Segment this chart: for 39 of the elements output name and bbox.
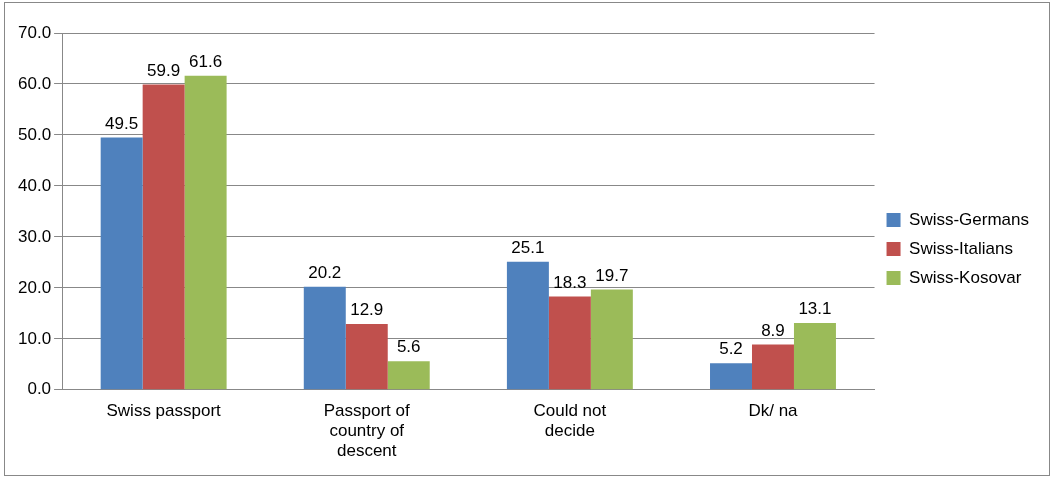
legend-label: Swiss-Germans <box>909 209 1030 229</box>
bar <box>548 296 591 390</box>
legend-label: Swiss-Kosovar <box>909 267 1022 287</box>
bar <box>793 323 836 390</box>
y-tick-label: 40.0 <box>17 175 52 195</box>
legend-label: Swiss-Italians <box>909 238 1013 258</box>
bar <box>142 84 185 390</box>
data-label: 59.9 <box>147 60 181 80</box>
bar <box>100 137 143 390</box>
bar <box>751 344 794 390</box>
data-label: 25.1 <box>511 238 545 258</box>
bar <box>506 261 549 390</box>
data-label: 18.3 <box>553 272 587 292</box>
y-tick-label: 50.0 <box>17 124 52 144</box>
data-label: 19.7 <box>595 265 629 285</box>
x-tick-label: Swiss passport <box>106 400 222 420</box>
x-tick-label: Passport of country of descent <box>323 400 411 461</box>
x-tick-label: Could not decide <box>533 400 607 441</box>
x-tick-label: Dk/ na <box>748 400 799 420</box>
bar <box>590 289 633 390</box>
bar <box>345 324 388 390</box>
bar <box>710 363 752 390</box>
y-tick-label: 20.0 <box>17 277 52 297</box>
data-label: 5.2 <box>719 339 743 359</box>
y-tick-label: 60.0 <box>17 73 52 93</box>
bar <box>387 361 430 390</box>
bar <box>184 75 227 390</box>
y-tick-label: 10.0 <box>17 328 52 348</box>
bar <box>303 286 346 390</box>
data-label: 5.6 <box>396 337 421 357</box>
data-label: 20.2 <box>308 263 342 283</box>
y-tick-label: 30.0 <box>17 226 52 246</box>
data-label: 49.5 <box>105 113 139 133</box>
y-tick-label: 70.0 <box>17 22 52 42</box>
data-label: 8.9 <box>761 320 785 340</box>
data-label: 61.6 <box>189 52 223 71</box>
data-label: 12.9 <box>350 300 384 320</box>
y-tick-label: 0.0 <box>27 379 52 399</box>
data-label: 13.1 <box>798 299 832 319</box>
